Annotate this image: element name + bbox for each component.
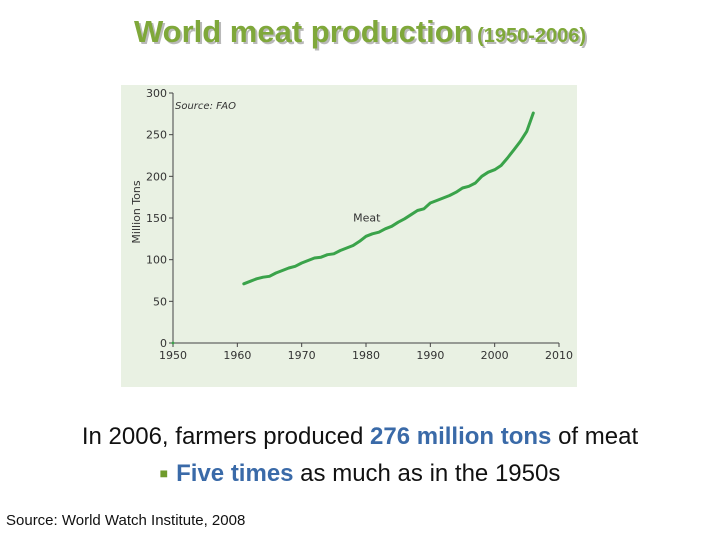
bullet2-highlight: Five times [176,460,294,487]
y-tick-label-300: 300 [146,87,167,100]
y-tick-label-150: 150 [146,212,167,225]
series-layer [242,111,535,286]
bullet1-text-post: of meat [551,423,639,450]
tick-marks [169,92,560,347]
annotation-label: Meat [353,211,381,224]
bullet-line-1: In 2006, farmers produced 276 million to… [0,423,720,451]
chart-background [121,85,577,387]
meat-production-chart: 1950 1960 1970 1980 1990 2000 2010 0 50 100 150 20… [121,85,577,387]
source-footer: Source: World Watch Institute, 2008 [6,512,246,529]
x-tick-label-1990: 1990 [416,349,444,362]
origin-point [171,341,175,345]
y-tick-label-100: 100 [146,254,167,267]
y-tick-label-200: 200 [146,170,167,183]
x-tick-label-1960: 1960 [223,349,251,362]
series-line-meat [242,111,535,286]
bullet1-highlight: 276 million tons [370,423,552,450]
title-main: World meat production [133,14,473,49]
y-tick-label-250: 250 [146,129,167,142]
x-tick-label-2000: 2000 [481,349,509,362]
bullet-line-2: ■ Five times as much as in the 1950s [0,460,720,488]
square-bullet-icon: ■ [159,465,169,481]
x-tick-label-1980: 1980 [352,349,380,362]
slide-title: World meat production (1950-2006) [0,14,720,50]
annotations: Meat [353,211,381,224]
x-tick-label-2010: 2010 [545,349,573,362]
y-tick-label-50: 50 [153,295,167,308]
source-note: Source: FAO [175,101,236,112]
bullet1-text-pre: In 2006, farmers produced [81,423,371,450]
bullet2-text-post: as much as in the 1950s [293,460,561,487]
x-tick-labels: 1950 1960 1970 1980 1990 2000 2010 [159,349,573,362]
x-tick-label-1970: 1970 [288,349,316,362]
y-tick-label-0: 0 [160,337,167,350]
y-axis-label: Million Tons [130,180,143,243]
title-years: (1950-2006) [477,25,587,47]
x-tick-label-1950: 1950 [159,349,187,362]
y-tick-labels: 0 50 100 150 200 250 300 [146,87,167,350]
